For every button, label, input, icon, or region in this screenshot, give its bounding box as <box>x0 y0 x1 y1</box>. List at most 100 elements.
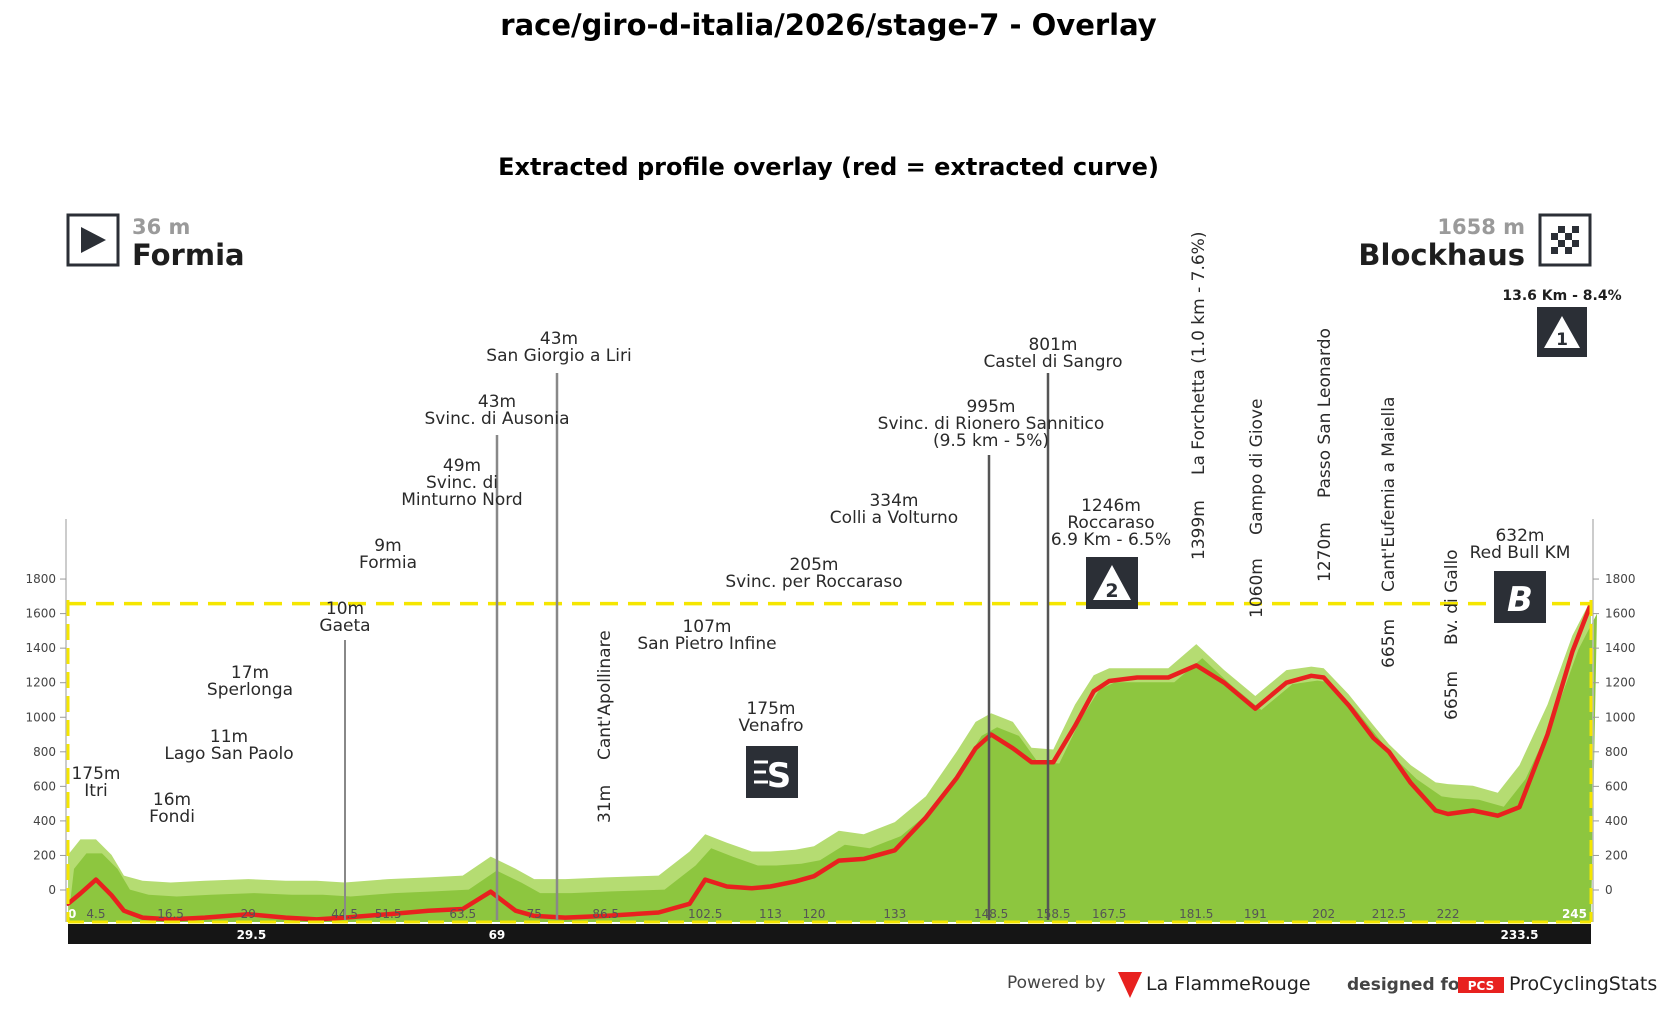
wp-minturno-name2: Minturno Nord <box>401 490 522 510</box>
mountain-icon <box>1544 316 1580 348</box>
km-mark-bottom: 69 <box>489 928 506 942</box>
wpv-leonardo-name: Passo San Leonardo <box>1315 328 1335 498</box>
finish-header: 1658 m Blockhaus 13.6 Km - 8.4% 1 <box>1358 213 1622 357</box>
designed-for-text: designed for <box>1347 975 1469 995</box>
km-mark-top: 86.5 <box>592 907 619 921</box>
km-mark-top: 191 <box>1244 907 1267 921</box>
y-tick-label-left: 0 <box>48 883 56 897</box>
y-tick-label-left: 200 <box>33 848 56 862</box>
wp-minturno-name1: Svinc. di <box>426 473 498 493</box>
wp-itri-alt: 175m <box>71 764 120 784</box>
wp-lago-name: Lago San Paolo <box>164 744 293 764</box>
wp-gaeta-name: Gaeta <box>319 616 370 636</box>
wpv-apollinare-alt: 31m <box>595 785 615 823</box>
wp-redbull-name: Red Bull KM <box>1470 543 1571 563</box>
y-tick-label-right: 600 <box>1605 779 1628 793</box>
wp-roccaraso-name1: Roccaraso <box>1067 513 1154 533</box>
wp-colli-name: Colli a Volturno <box>830 508 958 528</box>
brand-la-flamme-rouge: La FlammeRouge <box>1146 973 1311 995</box>
km-mark-top: 148.5 <box>974 907 1008 921</box>
mountain-icon <box>1093 565 1131 600</box>
y-tick-label-right: 1600 <box>1605 607 1636 621</box>
y-tick-label-left: 400 <box>33 814 56 828</box>
km-mark-top: 29 <box>241 907 256 921</box>
start-box <box>66 213 120 267</box>
waypoint-labels: 175m Itri 16m Fondi 11m Lago San Paolo 1… <box>71 329 1570 827</box>
wp-rionero-name1: Svinc. di Rionero Sannitico <box>878 414 1105 434</box>
finish-name: Blockhaus <box>1358 238 1525 272</box>
km-bar <box>68 924 1591 944</box>
wpv-giove-name: Gampo di Giove <box>1247 399 1267 535</box>
wp-roccaraso-name2: 6.9 Km - 6.5% <box>1051 530 1171 550</box>
waypoint-pointers <box>344 373 1050 920</box>
wp-formia-name: Formia <box>359 553 417 573</box>
y-tick-label-left: 800 <box>33 745 56 759</box>
y-tick-label-left: 600 <box>33 779 56 793</box>
wp-sperlonga-name: Sperlonga <box>207 680 293 700</box>
sprint-letter: S <box>767 756 792 796</box>
km-mark-top: 102.5 <box>688 907 722 921</box>
profile-layer <box>65 599 1597 922</box>
wp-gaeta-alt: 10m <box>326 599 364 619</box>
pcs-logo-badge <box>1458 977 1504 993</box>
wp-fondi-alt: 16m <box>153 790 191 810</box>
km-mark-top: 212.5 <box>1372 907 1406 921</box>
wpv-eufemia-name: Cant'Eufemia a Maiella <box>1379 397 1399 592</box>
wpv-giove-alt: 1060m <box>1247 558 1267 618</box>
km-mark-top: 167.5 <box>1092 907 1126 921</box>
y-tick-label-right: 800 <box>1605 745 1628 759</box>
km-mark-top: 75 <box>527 907 542 921</box>
wp-colli-alt: 334m <box>869 491 918 511</box>
wp-sperlonga-alt: 17m <box>231 663 269 683</box>
km-mark-top: 63.5 <box>449 907 476 921</box>
powered-by-text: Powered by <box>1007 973 1106 993</box>
extracted-curve-line <box>65 601 1594 922</box>
km-mark-top: 120 <box>803 907 826 921</box>
wp-ausonia-alt: 43m <box>478 392 516 412</box>
km-mark-top: 113 <box>759 907 782 921</box>
wp-redbull-alt: 632m <box>1495 526 1544 546</box>
wpv-gallo-alt: 665m <box>1442 671 1462 720</box>
wpv-forchetta-alt: 1399m <box>1189 500 1209 560</box>
bonus-letter: B <box>1507 580 1533 620</box>
km-mark-top: 0 <box>68 907 76 921</box>
start-altitude: 36 m <box>132 215 190 239</box>
figure-title: race/giro-d-italia/2026/stage-7 - Overla… <box>500 8 1157 42</box>
final-climb-label: 13.6 Km - 8.4% <box>1502 288 1621 304</box>
wp-rionero-name2: (9.5 km - 5%) <box>933 431 1049 451</box>
km-mark-top: 16.5 <box>157 907 184 921</box>
y-tick-label-left: 1600 <box>25 607 56 621</box>
brand-procyclingstats: ProCyclingStats <box>1509 973 1657 995</box>
y-tick-label-right: 1400 <box>1605 641 1636 655</box>
profile-area <box>68 613 1597 922</box>
checkered-flag-icon <box>1551 226 1579 254</box>
wp-venafro-name: Venafro <box>739 716 804 736</box>
y-tick-label-right: 1000 <box>1605 710 1636 724</box>
km-mark-top: 51.5 <box>375 907 402 921</box>
km-mark-bottom: 29.5 <box>237 928 267 942</box>
km-mark-top: 4.5 <box>86 907 105 921</box>
kom2-badge: 2 <box>1086 557 1138 609</box>
wpv-gallo-name: Bv. di Gallo <box>1442 549 1462 645</box>
wp-roccaraso-svinc-name: Svinc. per Roccaraso <box>725 572 902 592</box>
wpv-apollinare-name: Cant'Apollinare <box>595 630 615 760</box>
wp-sangiorgio-alt: 43m <box>540 329 578 349</box>
wp-itri-name: Itri <box>84 781 107 801</box>
wpv-leonardo-alt: 1270m <box>1315 522 1335 582</box>
wp-sangiorgio-name: San Giorgio a Liri <box>486 346 631 366</box>
waypoint-labels-vertical: 31m Cant'Apollinare 1399m La Forchetta (… <box>595 232 1462 823</box>
km-mark-top: 202 <box>1312 907 1335 921</box>
wp-sanpietro-alt: 107m <box>682 617 731 637</box>
kom2-number: 2 <box>1105 580 1118 602</box>
wp-sanpietro-name: San Pietro Infine <box>637 634 776 654</box>
flamme-rouge-icon <box>1118 972 1142 998</box>
y-tick-label-right: 0 <box>1605 883 1613 897</box>
wp-roccaraso-alt: 1246m <box>1081 496 1141 516</box>
wp-castel-name: Castel di Sangro <box>983 352 1122 372</box>
wpv-eufemia-alt: 665m <box>1379 619 1399 668</box>
y-tick-label-left: 1200 <box>25 676 56 690</box>
start-header: 36 m Formia <box>66 213 245 272</box>
plot-title: Extracted profile overlay (red = extract… <box>498 153 1159 181</box>
